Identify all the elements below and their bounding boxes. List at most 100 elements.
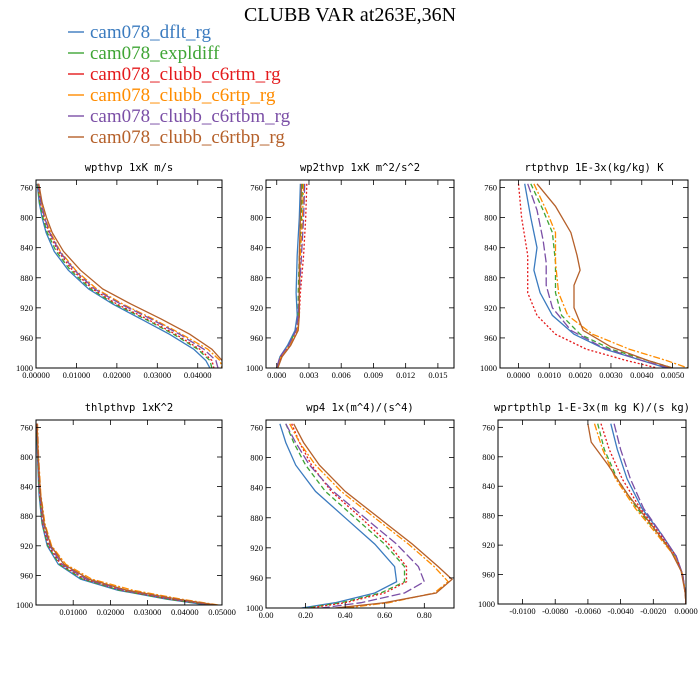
x-tick-label: 0.0020 xyxy=(568,370,591,380)
y-tick-label: 920 xyxy=(20,541,33,551)
y-tick-label: 840 xyxy=(250,483,263,493)
panel-title: wprtpthlp 1-E-3x(m kg K)/(s kg) xyxy=(494,402,690,414)
plot-frame xyxy=(35,419,223,606)
legend-entry: cam078_clubb_c6rtp_rg xyxy=(90,85,276,106)
plot-frame xyxy=(265,419,455,609)
y-tick-label: 880 xyxy=(484,273,497,283)
panel-title: wpthvp 1xK m/s xyxy=(85,162,174,174)
x-tick-label: 0.04000 xyxy=(171,607,199,617)
chart-panel: thlpthvp 1xK^2 0.01000 0.02000 0.03000 0.040… xyxy=(16,402,236,617)
x-tick-label: 0.02000 xyxy=(97,607,125,617)
panel-title: thlpthvp 1xK^2 xyxy=(85,402,174,414)
y-tick-label: 960 xyxy=(250,573,263,583)
y-tick-label: 920 xyxy=(482,540,495,550)
legend-entry: cam078_clubb_c6rtbm_rg xyxy=(90,106,291,127)
x-tick-label: 0.40 xyxy=(338,610,353,620)
x-tick-label: 0.009 xyxy=(364,370,383,380)
series-line xyxy=(536,183,673,368)
y-tick-label: 880 xyxy=(482,511,495,521)
x-tick-label: 0.0010 xyxy=(538,370,561,380)
legend: cam078_dflt_rgcam078_expldiffcam078_club… xyxy=(68,22,291,148)
y-tick-label: 840 xyxy=(484,243,497,253)
y-tick-label: 960 xyxy=(482,570,495,580)
series-line xyxy=(36,423,213,605)
series-line xyxy=(276,183,302,368)
series-line xyxy=(37,183,215,368)
x-tick-label: 0.02000 xyxy=(103,370,131,380)
series-line xyxy=(37,183,219,368)
series-line xyxy=(277,183,303,368)
series-group xyxy=(279,423,453,608)
series-line xyxy=(291,423,408,608)
series-line xyxy=(524,183,667,368)
y-tick-label: 960 xyxy=(20,570,33,580)
y-tick-label: 840 xyxy=(20,482,33,492)
y-tick-label: 760 xyxy=(250,183,263,193)
series-line xyxy=(593,423,686,604)
y-tick-label: 1000 xyxy=(246,603,263,613)
series-line xyxy=(597,423,686,604)
x-tick-label: -0.0040 xyxy=(607,606,633,616)
panel-title: wp4 1x(m^4)/(s^4) xyxy=(306,402,413,414)
series-line xyxy=(36,183,213,368)
x-tick-label: 0.60 xyxy=(377,610,392,620)
y-tick-label: 840 xyxy=(250,243,263,253)
y-tick-label: 920 xyxy=(484,303,497,313)
series-line xyxy=(289,423,450,608)
x-tick-label: 0.012 xyxy=(396,370,415,380)
y-tick-label: 880 xyxy=(250,513,263,523)
plot-frame xyxy=(265,179,455,369)
legend-entry: cam078_clubb_c6rtbp_rg xyxy=(90,127,285,148)
x-tick-label: 0.0000 xyxy=(507,370,530,380)
x-tick-label: -0.0060 xyxy=(575,606,601,616)
series-line xyxy=(533,183,688,368)
x-tick-label: 0.003 xyxy=(299,370,318,380)
panel-title: wp2thvp 1xK m^2/s^2 xyxy=(300,162,420,174)
series-group xyxy=(36,423,219,605)
chart-panel: wp4 1x(m^4)/(s^4) 0.00 0.20 0.40 0.60 0.80 760… xyxy=(246,402,455,620)
x-tick-label: 0.0000 xyxy=(674,606,697,616)
legend-entry: cam078_clubb_c6rtm_rg xyxy=(90,64,281,85)
y-tick-label: 880 xyxy=(20,511,33,521)
panel-title: rtpthvp 1E-3x(kg/kg) K xyxy=(524,162,664,174)
x-tick-label: 0.03000 xyxy=(134,607,162,617)
y-tick-label: 800 xyxy=(20,213,33,223)
y-tick-label: 920 xyxy=(20,303,33,313)
series-group xyxy=(517,183,688,368)
plot-frame xyxy=(499,179,689,369)
series-line xyxy=(279,423,398,608)
series-line xyxy=(285,423,406,608)
x-tick-label: 0.80 xyxy=(417,610,432,620)
plot-frame xyxy=(35,179,223,369)
x-tick-label: 0.000 xyxy=(267,370,286,380)
series-line xyxy=(36,423,211,605)
y-tick-label: 800 xyxy=(250,213,263,223)
series-line xyxy=(37,183,222,368)
x-tick-label: 0.0040 xyxy=(630,370,653,380)
series-group xyxy=(276,183,308,368)
series-line xyxy=(36,423,217,605)
y-tick-label: 760 xyxy=(20,422,33,432)
figure-title: CLUBB VAR at263E,36N xyxy=(244,4,456,26)
series-group xyxy=(36,183,222,368)
y-tick-label: 960 xyxy=(20,333,33,343)
chart-panels: wpthvp 1xK m/s 0.00000 0.01000 0.02000 0.030… xyxy=(16,162,698,620)
y-tick-label: 880 xyxy=(20,273,33,283)
series-line xyxy=(293,423,453,608)
x-tick-label: 0.01000 xyxy=(63,370,91,380)
chart-panel: wp2thvp 1xK m^2/s^2 0.000 0.003 0.006 0.009 0… xyxy=(246,162,455,380)
y-tick-label: 960 xyxy=(250,333,263,343)
x-tick-label: 0.01000 xyxy=(59,607,87,617)
x-tick-label: 0.00000 xyxy=(22,370,50,380)
y-tick-label: 800 xyxy=(20,452,33,462)
series-line xyxy=(38,183,222,364)
y-tick-label: 1000 xyxy=(16,363,33,373)
legend-entry: cam078_expldiff xyxy=(90,43,220,64)
x-tick-label: 0.20 xyxy=(298,610,313,620)
y-tick-label: 800 xyxy=(482,452,495,462)
y-tick-label: 760 xyxy=(484,183,497,193)
x-tick-label: 0.04000 xyxy=(184,370,212,380)
series-line xyxy=(276,183,306,368)
y-tick-label: 1000 xyxy=(246,363,263,373)
